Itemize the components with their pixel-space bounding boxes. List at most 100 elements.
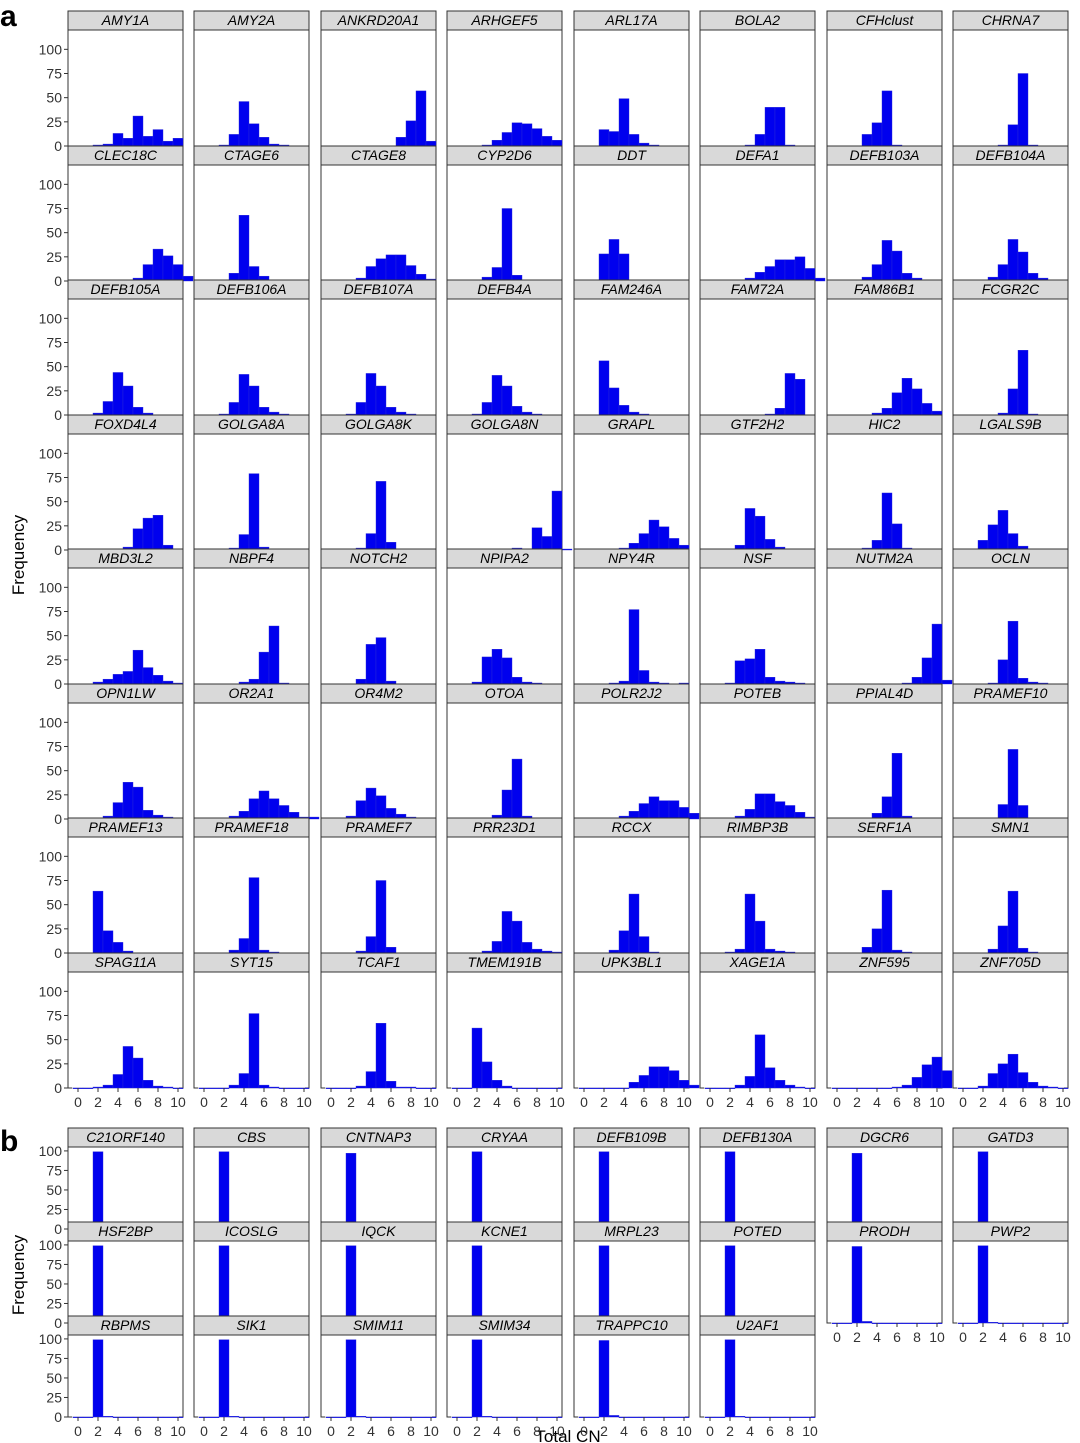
histogram-bar [82, 1416, 94, 1419]
facet-plot-area [952, 1146, 1069, 1230]
histogram-bar [238, 101, 250, 147]
histogram-bar [784, 1084, 796, 1089]
facet-title: POLR2J2 [601, 685, 662, 701]
histogram-bar [744, 893, 756, 954]
facet-tmem191b: TMEM191B 0 2 4 6 8 10 [446, 952, 565, 1110]
histogram-bar [1017, 947, 1029, 954]
facet-clec18c: CLEC18C 0 25 50 75 100 [39, 145, 194, 289]
x-tick-label: 4 [240, 1423, 248, 1439]
histogram-bar [248, 678, 260, 685]
facet-plot-area [573, 1240, 690, 1324]
facet-xage1a: XAGE1A 0 2 4 6 8 10 [699, 952, 818, 1110]
facet-title: NBPF4 [229, 550, 274, 566]
facet-title: CHRNA7 [982, 12, 1041, 28]
facet-title: ANKRD20A1 [337, 12, 420, 28]
histogram-bar [268, 798, 280, 820]
histogram-bar [268, 625, 280, 685]
histogram-bar [997, 264, 1009, 282]
histogram-bar [415, 1416, 427, 1419]
facet-title: SPAG11A [95, 954, 157, 970]
facet-plot-area [320, 1240, 437, 1324]
x-tick-label: 4 [367, 1094, 375, 1110]
x-tick-label: 10 [929, 1094, 945, 1110]
facet-c21orf140: C21ORF140 0 25 50 75 100 [39, 1127, 184, 1237]
y-tick-label: 0 [54, 945, 62, 961]
histogram-bar [132, 1057, 144, 1089]
facet-title: PRAMEF18 [215, 819, 289, 835]
histogram-bar [628, 1081, 640, 1089]
histogram-bar [861, 134, 873, 147]
histogram-bar [365, 266, 377, 282]
x-tick-label: 8 [154, 1094, 162, 1110]
facet-title: NSF [744, 550, 773, 566]
facet-plot-area [699, 1334, 816, 1418]
x-tick-label: 0 [453, 1423, 461, 1439]
histogram-bar [511, 677, 523, 685]
histogram-bar [987, 948, 999, 954]
histogram-bar [218, 1339, 230, 1418]
facet-u2af1: U2AF1 0 2 4 6 8 10 [699, 1315, 818, 1439]
x-tick-label: 0 [200, 1423, 208, 1439]
facet-title: AMY1A [101, 12, 149, 28]
facet-title: MBD3L2 [98, 550, 153, 566]
x-tick-label: 2 [979, 1329, 987, 1345]
histogram-bar [258, 407, 270, 416]
facet-plot-area [446, 1334, 563, 1418]
histogram-bar [861, 1321, 873, 1324]
x-tick-label: 10 [296, 1423, 312, 1439]
x-tick-label: 8 [1039, 1329, 1047, 1345]
histogram-bar [345, 1153, 357, 1230]
x-tick-label: 8 [154, 1423, 162, 1439]
facet-title: TCAF1 [356, 954, 400, 970]
facet-defb105a: DEFB105A 0 25 50 75 100 [39, 279, 184, 423]
histogram-bar [638, 670, 650, 685]
histogram-bar [754, 134, 766, 147]
facet-title: ARL17A [604, 12, 657, 28]
histogram-bar [598, 360, 610, 416]
histogram-bar [911, 677, 923, 685]
facet-title: DEFB130A [722, 1129, 792, 1145]
histogram-bar [941, 1070, 953, 1089]
histogram-bar [851, 1153, 863, 1230]
x-tick-label: 2 [726, 1094, 734, 1110]
x-tick-label: 10 [170, 1094, 186, 1110]
facet-fcgr2c: FCGR2C [952, 279, 1069, 417]
histogram-bar [501, 208, 513, 282]
histogram-bar [258, 651, 270, 685]
y-tick-label: 0 [54, 273, 62, 289]
histogram-bar [511, 122, 523, 147]
y-tick-label: 100 [39, 1237, 63, 1253]
x-tick-label: 8 [786, 1423, 794, 1439]
histogram-bar [618, 930, 630, 954]
facet-plot-area [446, 702, 563, 820]
histogram-bar [734, 660, 746, 685]
x-axis-label: Total CN [535, 1427, 600, 1443]
histogram-bar [911, 1077, 923, 1089]
histogram-bar [608, 1087, 620, 1090]
histogram-bar [688, 813, 700, 820]
facet-chrna7: CHRNA7 [952, 10, 1069, 148]
y-tick-label: 75 [46, 1350, 62, 1366]
facet-plot-area [573, 1146, 690, 1230]
y-tick-label: 50 [46, 628, 62, 644]
histogram-bar [162, 140, 174, 147]
histogram-bar [335, 1416, 347, 1419]
facet-lgals9b: LGALS9B [952, 414, 1069, 552]
y-tick-label: 100 [39, 310, 63, 326]
facet-znf705d: ZNF705D 0 2 4 6 8 10 [952, 952, 1071, 1110]
histogram-bar [598, 1340, 610, 1418]
facet-title: BOLA2 [735, 12, 780, 28]
histogram-bar [152, 248, 164, 282]
x-tick-label: 10 [296, 1094, 312, 1110]
histogram-bar [794, 1086, 806, 1089]
facet-title: OTOA [485, 685, 524, 701]
facet-title: XAGE1A [728, 954, 785, 970]
facet-title: NOTCH2 [350, 550, 408, 566]
histogram-bar [744, 1076, 756, 1089]
facet-title: SMIM34 [478, 1317, 530, 1333]
histogram-bar [678, 1080, 690, 1089]
x-tick-label: 0 [327, 1423, 335, 1439]
histogram-bar [531, 128, 543, 147]
x-tick-label: 6 [1019, 1094, 1027, 1110]
x-tick-label: 0 [959, 1329, 967, 1345]
